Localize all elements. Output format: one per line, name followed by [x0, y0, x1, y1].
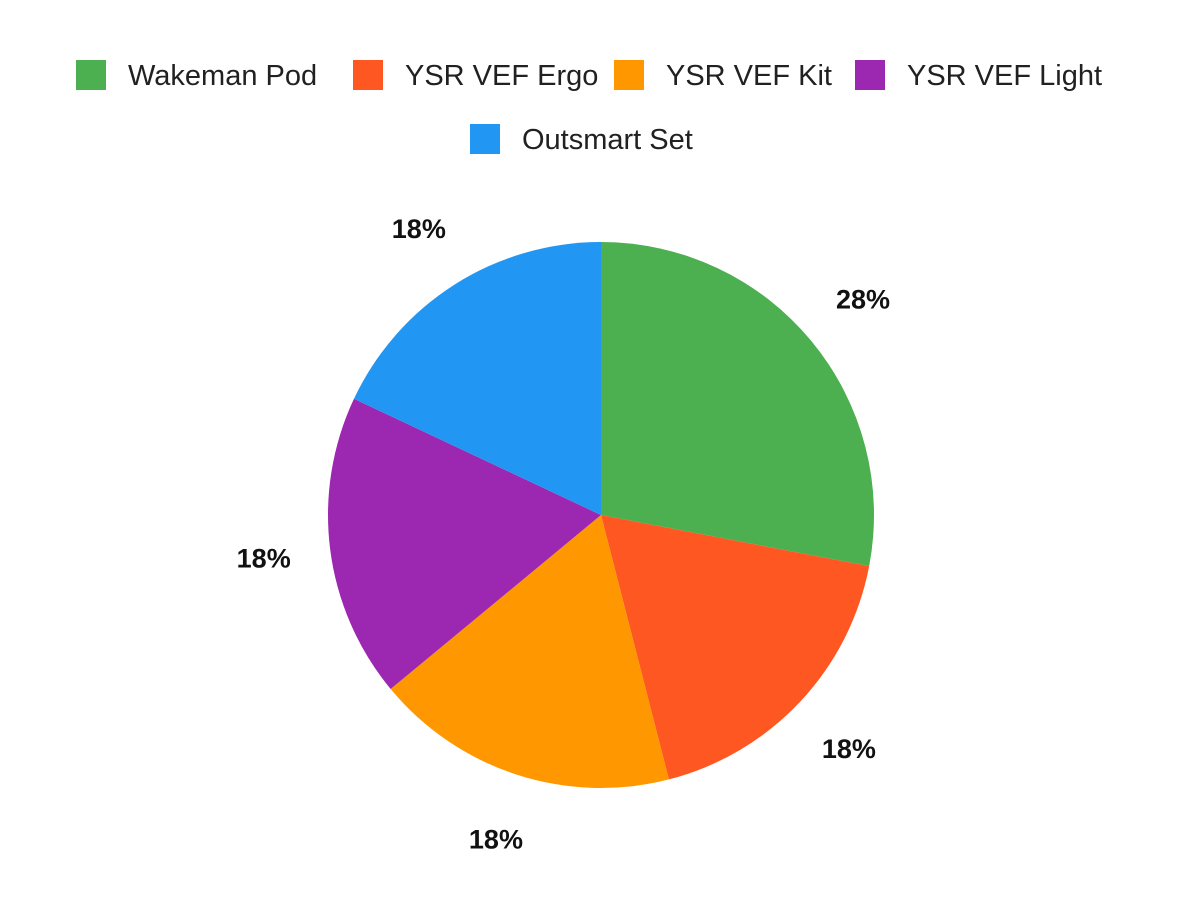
- slice-percent-label: 18%: [469, 824, 523, 854]
- legend-label: Outsmart Set: [522, 124, 693, 156]
- legend-swatch: [470, 124, 500, 154]
- legend-swatch: [614, 60, 644, 90]
- pie-slice: [327, 398, 601, 690]
- legend: Wakeman Pod YSR VEF Ergo YSR VEF Kit YSR VE…: [76, 60, 1102, 156]
- legend-label: YSR VEF Ergo: [405, 60, 598, 92]
- legend-item: YSR VEF Kit: [614, 60, 832, 92]
- slice-percent-label: 18%: [237, 544, 291, 574]
- pie: [327, 242, 874, 788]
- pie-slice: [601, 515, 870, 780]
- slice-percent-label: 18%: [392, 214, 446, 244]
- legend-item: YSR VEF Light: [855, 60, 1102, 92]
- legend-swatch: [76, 60, 106, 90]
- legend-swatch: [855, 60, 885, 90]
- legend-label: YSR VEF Light: [907, 60, 1102, 92]
- pie-slice: [353, 242, 601, 515]
- slice-percent-label: 28%: [836, 284, 890, 314]
- legend-swatch: [353, 60, 383, 90]
- pie-slice: [390, 515, 669, 788]
- legend-item: Outsmart Set: [470, 124, 693, 156]
- slice-labels: 28% 18% 18% 18% 18%: [237, 214, 890, 854]
- pie-slice: [601, 242, 874, 567]
- slice-percent-label: 18%: [822, 734, 876, 764]
- legend-label: Wakeman Pod: [128, 60, 317, 92]
- legend-label: YSR VEF Kit: [666, 60, 832, 92]
- legend-item: YSR VEF Ergo: [353, 60, 598, 92]
- legend-item: Wakeman Pod: [76, 60, 317, 92]
